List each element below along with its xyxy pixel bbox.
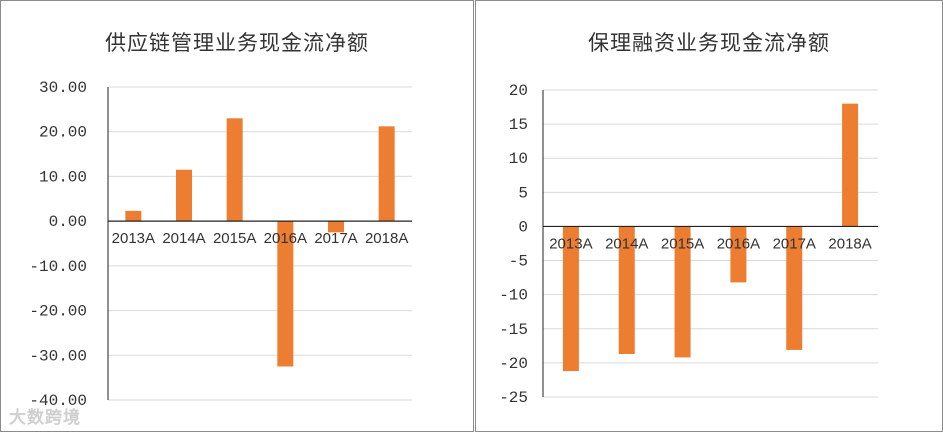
watermark-logo: 大数跨境 [9,408,81,428]
y-tick-label: -30.00 [29,347,87,365]
bar [226,118,243,222]
category-label: 2016A [264,230,307,247]
y-tick-label: -25 [499,389,528,407]
y-tick-label: -10 [499,287,528,305]
y-tick-label: 0 [518,218,528,236]
bar [328,221,344,233]
category-label: 2018A [828,235,871,252]
y-tick-label: 20.00 [39,124,87,142]
y-tick-label: -5 [509,253,528,271]
category-label: 2014A [605,235,648,252]
y-tick-label: -10.00 [29,258,87,276]
y-tick-label: 0.00 [49,213,87,231]
chart-panel-factoring: 保理融资业务现金流净额 20 15 10 5 0 -5 -10 -15 -20 -25 2013A 2… [475,0,943,432]
bar [378,126,395,222]
bar [786,226,803,350]
chart-title: 保理融资业务现金流净额 [588,31,830,55]
bar [176,169,192,222]
y-tick-label: -20.00 [29,303,87,321]
chart-title: 供应链管理业务现金流净额 [105,31,369,55]
bar [842,103,859,227]
y-tick-label: -15 [499,321,528,339]
chart-panel-supply-chain: 供应链管理业务现金流净额 30.00 20.00 10.00 0.00 -10.00 -2… [0,0,474,432]
category-label: 2017A [314,230,357,247]
category-label: 2016A [717,235,760,252]
category-label: 2018A [365,230,408,247]
factoring-bar-chart: 20 15 10 5 0 -5 -10 -15 -20 -25 2013A 2014A 2015A 201… [499,82,878,407]
y-tick-label: 20 [509,82,528,100]
y-tick-label: -40.00 [29,392,87,410]
y-tick-label: 10 [509,150,528,168]
y-tick-label: 15 [509,116,528,134]
category-label: 2014A [162,230,205,247]
bar [618,226,635,355]
bar [125,210,142,222]
bar [277,221,294,367]
y-tick-label: 30.00 [39,79,87,97]
category-label: 2015A [661,235,704,252]
category-label: 2013A [112,230,155,247]
y-tick-label: -20 [499,355,528,373]
y-tick-label: 5 [518,184,528,202]
y-tick-label: 10.00 [39,168,87,186]
category-label: 2017A [773,235,816,252]
bar [730,226,747,283]
category-label: 2015A [213,230,256,247]
category-label: 2013A [549,235,592,252]
supply-chain-bar-chart: 30.00 20.00 10.00 0.00 -10.00 -20.00 -30.00 -40… [29,79,412,410]
bar [562,226,579,372]
bar [674,226,691,358]
